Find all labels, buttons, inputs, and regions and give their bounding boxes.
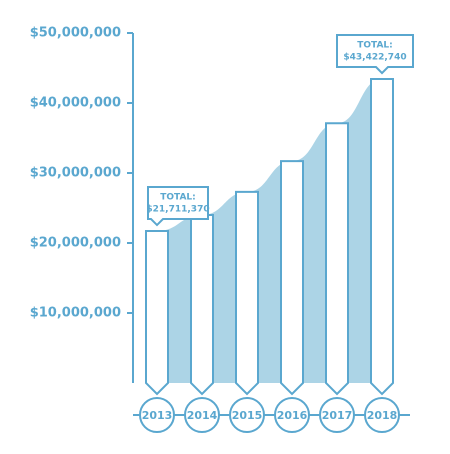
year-circle [139, 397, 175, 433]
y-tick-label: $30,000,000 [30, 166, 121, 181]
annotation: TOTAL: [160, 193, 196, 203]
bar [145, 230, 169, 396]
bar [190, 214, 214, 396]
y-tick-label: $10,000,000 [30, 306, 121, 321]
year-circle [184, 397, 220, 433]
x-tick-label: 2016 [277, 409, 308, 422]
y-tick-label: $40,000,000 [30, 96, 121, 111]
callout-box [147, 186, 209, 227]
annotation: $43,422,740 [343, 53, 406, 63]
year-circle [319, 397, 355, 433]
y-tick-label: $20,000,000 [30, 236, 121, 251]
callout-box [336, 34, 414, 75]
bar [235, 190, 259, 396]
x-tick-label: 2014 [187, 409, 218, 422]
year-circle [274, 397, 310, 433]
annotation: TOTAL: [357, 41, 393, 51]
x-tick-label: 2015 [232, 409, 263, 422]
year-circle [364, 397, 400, 433]
year-circle [229, 397, 265, 433]
y-tick-label: $50,000,000 [30, 26, 121, 41]
x-tick-label: 2017 [322, 409, 353, 422]
bar [370, 78, 394, 396]
x-tick-label: 2013 [142, 409, 173, 422]
annotation: $21,711,370 [146, 205, 209, 215]
bar [280, 160, 304, 396]
x-tick-label: 2018 [367, 409, 398, 422]
bar [325, 122, 349, 396]
